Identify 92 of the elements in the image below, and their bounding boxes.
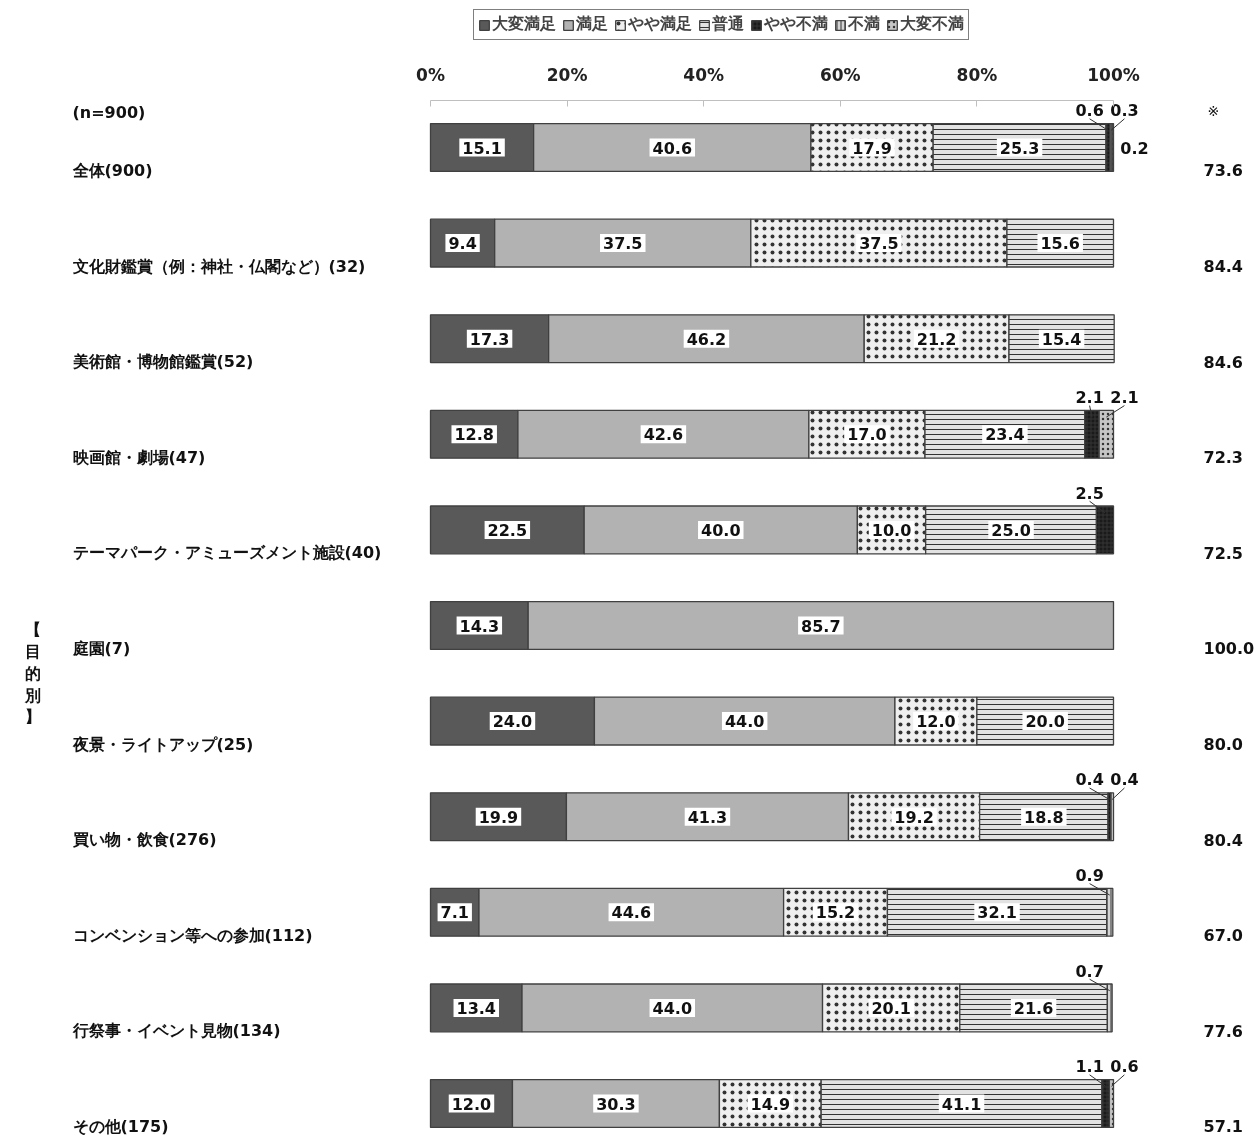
data-label: 21.2 [916, 329, 957, 349]
y-tick-label: 夜景・ライトアップ(25) [71, 734, 254, 754]
x-tick-label: 40% [683, 64, 725, 85]
x-tick-label: 80% [956, 64, 998, 85]
text: 72.3 [1203, 448, 1243, 468]
data-label: 20.0 [1025, 712, 1065, 732]
data-label: 40.0 [701, 520, 741, 540]
data-label: 0.4 [1110, 770, 1139, 790]
text: 100.0 [1203, 639, 1255, 659]
text: 77.6 [1203, 1021, 1243, 1041]
data-label: 14.3 [459, 616, 500, 636]
text: (n=900) [72, 103, 146, 122]
legend-label: 普通 [712, 14, 744, 35]
data-label: 1.1 [1075, 1057, 1104, 1077]
legend-label: 大変不満 [900, 14, 964, 35]
data-label: 41.3 [687, 807, 728, 827]
data-label: 37.5 [859, 234, 899, 254]
data-label: 17.3 [469, 329, 510, 349]
text: 84.4 [1203, 257, 1243, 277]
text: ※ [1207, 102, 1220, 119]
text: 80.0 [1203, 735, 1243, 755]
data-label: 15.2 [815, 903, 856, 923]
data-label: 15.4 [1041, 329, 1082, 349]
data-label: 0.4 [1075, 770, 1104, 790]
text: 57.1 [1203, 1117, 1243, 1137]
text: 72.5 [1203, 543, 1243, 563]
data-label: 10.0 [871, 520, 912, 540]
data-label: 32.1 [977, 903, 1017, 923]
data-label: 25.3 [999, 138, 1040, 158]
data-label: 9.4 [448, 234, 477, 254]
data-label: 0.6 [1075, 101, 1104, 121]
data-label: 17.9 [852, 138, 892, 158]
legend-label: 満足 [576, 14, 608, 35]
x-tick-label: 0% [416, 64, 445, 85]
data-label: 41.1 [941, 1094, 982, 1114]
y-tick-label: コンベンション等への参加(112) [72, 925, 313, 945]
y-tick-label: 文化財鑑賞（例：神社・仏閣など）(32) [71, 256, 366, 276]
data-label: 85.7 [801, 616, 841, 636]
data-label: 0.3 [1110, 101, 1139, 121]
data-label: 19.2 [894, 807, 934, 827]
data-label: 2.5 [1075, 483, 1104, 503]
data-label: 15.1 [462, 138, 502, 158]
data-label: 0.9 [1075, 866, 1104, 886]
y-tick-label: 映画館・劇場(47) [72, 447, 206, 467]
data-label: 40.6 [652, 138, 693, 158]
text: 73.6 [1203, 161, 1243, 181]
y-tick-label: 全体(900) [71, 160, 153, 180]
data-label: 2.1 [1075, 388, 1104, 408]
data-label: 0.2 [1120, 138, 1149, 158]
data-label: 12.0 [916, 712, 956, 732]
data-label: 37.5 [603, 234, 643, 254]
data-label: 19.9 [478, 807, 519, 827]
data-label: 15.6 [1040, 234, 1080, 254]
legend-label: やや不満 [764, 14, 828, 35]
text: 【目的別】 [23, 620, 41, 727]
y-tick-label: 行祭事・イベント見物(134) [71, 1021, 281, 1041]
data-label: 17.0 [847, 425, 887, 445]
data-label: 22.5 [487, 520, 528, 540]
data-label: 44.6 [611, 903, 652, 923]
legend-label: やや満足 [628, 14, 692, 35]
data-label: 12.0 [451, 1094, 492, 1114]
data-label: 44.0 [652, 998, 693, 1018]
x-tick-label: 100% [1087, 64, 1140, 85]
data-label: 42.6 [643, 425, 684, 445]
data-label: 12.8 [454, 425, 494, 445]
data-label: 24.0 [492, 712, 533, 732]
x-tick-label: 60% [819, 64, 861, 85]
y-tick-label: 買い物・飲食(276) [71, 830, 217, 850]
legend-label: 不満 [848, 14, 880, 35]
data-label: 21.6 [1013, 998, 1054, 1018]
data-label: 44.0 [724, 712, 765, 732]
data-label: 25.0 [991, 520, 1031, 540]
data-label: 30.3 [596, 1094, 636, 1114]
data-label: 14.9 [750, 1094, 791, 1114]
data-label: 23.4 [985, 425, 1025, 445]
text: 84.6 [1203, 352, 1243, 372]
data-label: 20.1 [871, 998, 911, 1018]
y-tick-label: 庭園(7) [71, 638, 131, 658]
text: 67.0 [1203, 926, 1243, 946]
data-label: 18.8 [1024, 807, 1064, 827]
data-label: 7.1 [440, 903, 469, 923]
data-label: 46.2 [686, 329, 727, 349]
text: 80.4 [1203, 830, 1243, 850]
x-tick-label: 20% [546, 64, 588, 85]
legend-label: 大変満足 [492, 14, 556, 35]
y-tick-label: テーマパーク・アミューズメント施設(40) [72, 543, 382, 563]
data-label: 13.4 [456, 998, 497, 1018]
y-tick-label: その他(175) [72, 1116, 169, 1136]
y-tick-label: 美術館・博物館鑑賞(52) [71, 352, 254, 372]
data-label: 0.7 [1075, 961, 1104, 981]
data-label: 0.6 [1110, 1057, 1139, 1077]
data-label: 2.1 [1110, 388, 1139, 408]
